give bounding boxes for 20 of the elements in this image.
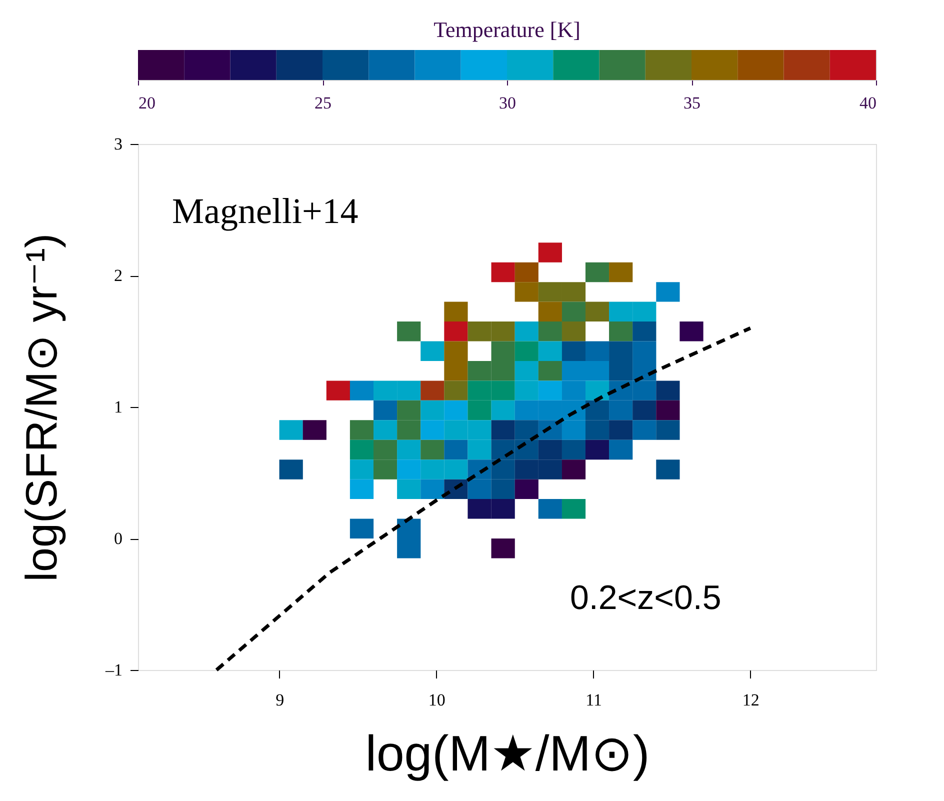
x-tick-label: 11 (586, 690, 602, 710)
y-tick-label: 1 (114, 398, 122, 416)
color-bar-label: 20 (138, 94, 156, 112)
color-bar-label: 35 (684, 94, 700, 112)
color-bar-label: 30 (499, 94, 516, 112)
x-axis-title: log(M★/M⊙) (365, 726, 650, 782)
color-bar-label: 25 (314, 94, 332, 112)
color-bar-title: Temperature [K] (434, 17, 580, 42)
color-bar-label: 40 (860, 94, 876, 112)
y-tick-label: 0 (114, 529, 122, 548)
annotation: Magnelli+14 (172, 191, 358, 231)
annotation: 0.2<z<0.5 (570, 579, 722, 617)
y-tick-label: 3 (114, 134, 122, 154)
line-series (214, 326, 752, 672)
x-tick-label: 9 (276, 690, 284, 710)
y-axis-title: log(SFR/M⊙ yr⁻¹) (18, 233, 66, 582)
x-tick-label: 12 (742, 690, 760, 710)
y-tick-label: –1 (104, 660, 122, 680)
y-tick-label: 2 (114, 266, 122, 285)
x-tick-label: 10 (428, 690, 446, 710)
